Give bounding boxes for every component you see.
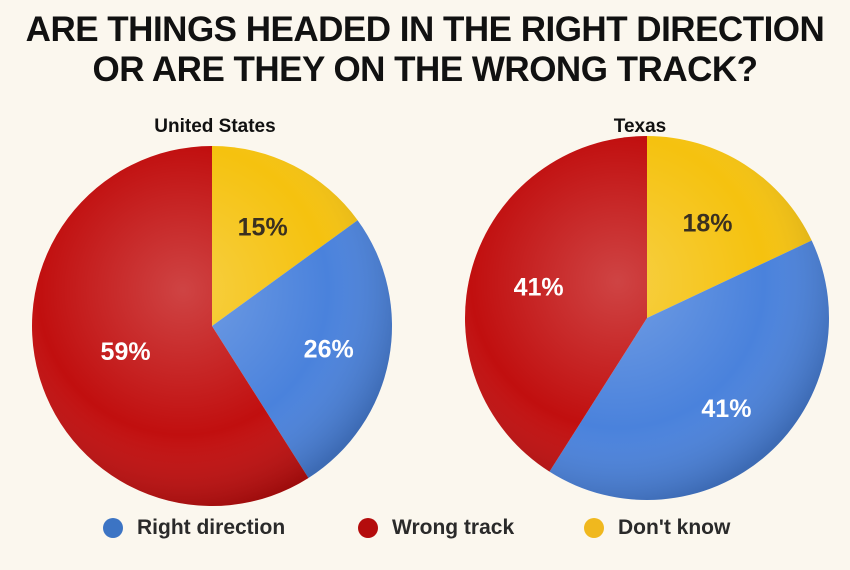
slice-label-wrong-track: 41%	[514, 274, 564, 302]
slice-label-don-t-know: 15%	[238, 214, 288, 242]
legend-label-wrong-track: Wrong track	[392, 516, 515, 539]
legend-swatch-wrong-track	[358, 518, 378, 538]
legend-label-right-direction: Right direction	[137, 516, 286, 539]
pie-shading	[465, 136, 829, 500]
legend-label-dont-know: Don't know	[618, 516, 731, 539]
chart-title: ARE THINGS HEADED IN THE RIGHT DIRECTION…	[0, 10, 850, 90]
legend: Right direction Wrong track Don't know	[0, 516, 850, 548]
pie-title: Texas	[614, 116, 666, 137]
legend-swatch-right-direction	[103, 518, 123, 538]
pie-title: United States	[154, 116, 275, 137]
legend-item-dont-know: Don't know	[584, 516, 730, 540]
slice-label-wrong-track: 59%	[101, 338, 151, 366]
slice-label-right-direction: 41%	[701, 395, 751, 423]
slice-label-right-direction: 26%	[304, 335, 354, 363]
legend-swatch-dont-know	[584, 518, 604, 538]
pie-shading	[32, 146, 392, 506]
pie-charts: United States 15% 26% 59% Texas 18% 41% 41%	[31, 116, 830, 506]
pie-united-states: United States 15% 26% 59%	[31, 116, 392, 506]
chart-title-line-1: ARE THINGS HEADED IN THE RIGHT DIRECTION	[25, 10, 825, 49]
slice-label-don-t-know: 18%	[682, 210, 732, 238]
legend-item-wrong-track: Wrong track	[358, 516, 514, 540]
legend-item-right-direction: Right direction	[103, 516, 285, 540]
chart-title-line-2: OR ARE THEY ON THE WRONG TRACK?	[92, 50, 758, 89]
pie-texas: Texas 18% 41% 41%	[464, 116, 830, 500]
